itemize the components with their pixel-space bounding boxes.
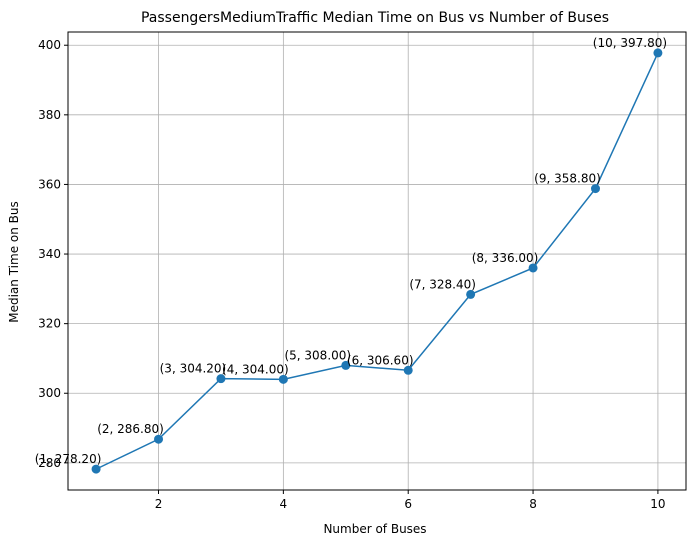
y-tick-label: 320 [38, 317, 61, 331]
y-axis-ticks: 280 300 320 340 360 380 400 [38, 38, 68, 470]
y-gridlines [68, 44, 686, 464]
x-tick-label: 6 [404, 497, 412, 511]
x-tick-label: 10 [650, 497, 665, 511]
data-point [528, 263, 538, 273]
data-point [278, 374, 288, 384]
data-point [154, 434, 164, 444]
data-point [216, 374, 226, 384]
data-point-label: (10, 397.80) [593, 36, 667, 50]
data-point-label: (3, 304.20) [160, 362, 227, 376]
data-point-labels: (1, 278.20)(2, 286.80)(3, 304.20)(4, 304… [35, 36, 667, 466]
y-axis-label: Median Time on Bus [7, 201, 21, 323]
plot-frame [67, 31, 687, 491]
data-points [91, 48, 663, 474]
data-point-label: (9, 358.80) [534, 172, 601, 186]
data-point-label: (6, 306.60) [347, 353, 414, 367]
x-gridlines [158, 32, 659, 490]
data-point [590, 184, 600, 194]
series-line [95, 52, 659, 470]
y-tick-label: 400 [38, 38, 61, 52]
y-tick-label: 360 [38, 177, 61, 191]
data-point [466, 289, 476, 299]
x-tick-label: 4 [280, 497, 288, 511]
chart-title: PassengersMediumTraffic Median Time on B… [141, 10, 609, 26]
data-point-label: (8, 336.00) [472, 251, 539, 265]
data-point [403, 365, 413, 375]
y-tick-label: 340 [38, 247, 61, 261]
data-point-label: (5, 308.00) [284, 348, 351, 362]
y-tick-label: 300 [38, 386, 61, 400]
y-tick-label: 280 [38, 456, 61, 470]
data-point-label: (4, 304.00) [222, 362, 289, 376]
y-tick-label: 380 [38, 108, 61, 122]
data-point [91, 464, 101, 474]
x-tick-label: 8 [529, 497, 537, 511]
data-point-label: (2, 286.80) [97, 422, 164, 436]
x-tick-label: 2 [155, 497, 163, 511]
x-axis-ticks: 2 4 6 8 10 [155, 490, 666, 511]
data-point-label: (7, 328.40) [409, 277, 476, 291]
x-axis-label: Number of Buses [323, 522, 426, 536]
data-point [653, 48, 663, 58]
data-point [341, 360, 351, 370]
